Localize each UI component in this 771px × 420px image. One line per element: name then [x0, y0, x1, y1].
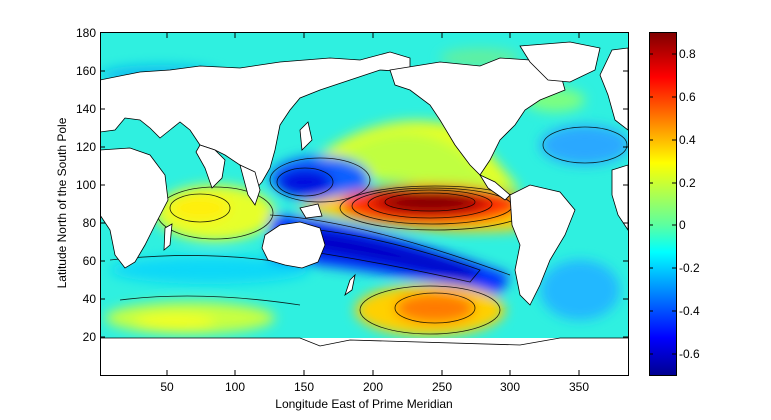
x-tick-label: 350: [569, 380, 589, 394]
y-axis-label: Latitude North of the South Pole: [55, 117, 69, 288]
y-tick-label: 20: [83, 330, 97, 344]
y-tick-label: 40: [83, 292, 97, 306]
y-tick-label: 160: [76, 64, 96, 78]
colorbar-tick-label: -0.4: [679, 304, 700, 318]
y-axis: [100, 70, 628, 338]
colorbar-tick-label: 0.2: [679, 176, 696, 190]
colorbar: 0.8 0.6 0.4 0.2 0 -0.2 -0.4 -0.6: [649, 32, 700, 376]
y-tick-label: 120: [76, 140, 96, 154]
y-tick-label: 80: [83, 216, 97, 230]
colorbar-tick-label: 0.6: [679, 90, 696, 104]
map-plot: [100, 32, 628, 375]
y-tick-labels: 20 40 60 80 100 120 140 160 180: [76, 26, 96, 344]
x-tick-labels: 50 100 150 200 250 300 350: [160, 380, 589, 394]
colorbar-tick-label: -0.2: [679, 261, 700, 275]
y-tick-label: 140: [76, 102, 96, 116]
plot-frame: [100, 32, 629, 376]
y-tick-label: 100: [76, 178, 96, 192]
land-masses: [100, 41, 628, 375]
x-tick-label: 300: [500, 380, 520, 394]
y-tick-label: 180: [76, 26, 96, 40]
x-axis-label: Longitude East of Prime Meridian: [275, 397, 452, 411]
x-axis: [166, 33, 580, 375]
y-tick-label: 60: [83, 254, 97, 268]
x-tick-label: 250: [432, 380, 452, 394]
x-tick-label: 150: [294, 380, 314, 394]
x-tick-label: 200: [363, 380, 383, 394]
colorbar-tick-label: 0: [679, 218, 686, 232]
colorbar-tick-label: 0.4: [679, 133, 696, 147]
colorbar-tick-label: 0.8: [679, 47, 696, 61]
colorbar-tick-label: -0.6: [679, 347, 700, 361]
x-tick-label: 100: [225, 380, 245, 394]
x-tick-label: 50: [160, 380, 174, 394]
